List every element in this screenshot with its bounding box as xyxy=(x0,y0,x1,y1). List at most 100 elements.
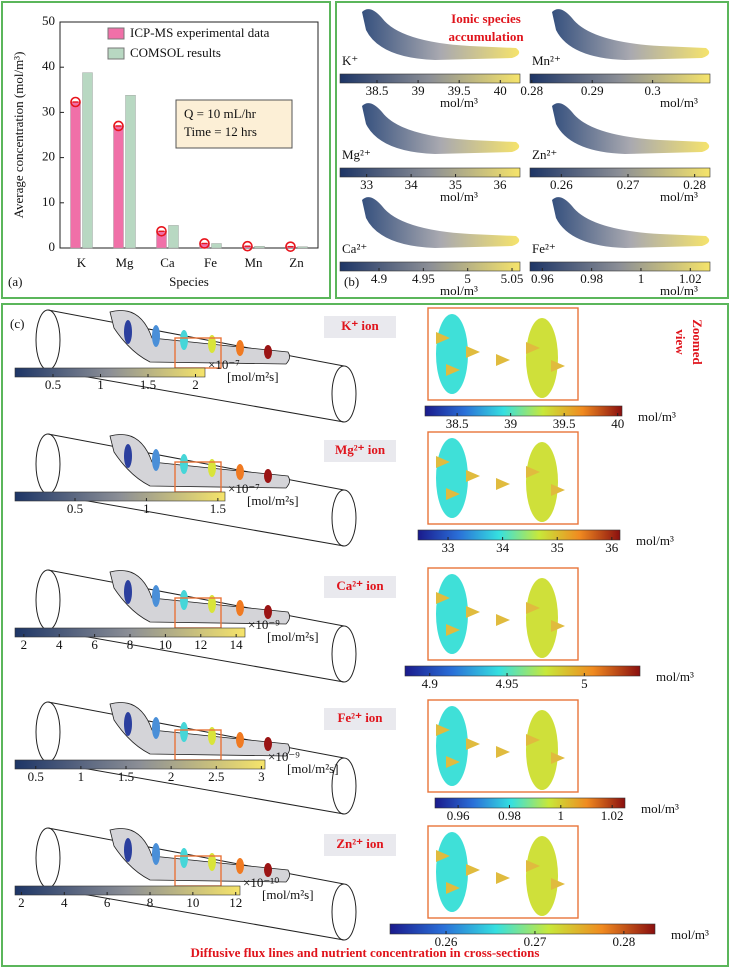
colorbar xyxy=(389,923,656,935)
zoom-section xyxy=(436,438,468,518)
colorbar-tick-label: 0.5 xyxy=(28,769,44,784)
outlet-ellipse xyxy=(331,883,357,941)
flux-arrow xyxy=(446,364,460,376)
annotation: Q = 10 mL/hr xyxy=(184,106,257,121)
colorbar-tick-label: 4.95 xyxy=(412,271,435,286)
colorbar-tick-label: 34 xyxy=(405,177,419,192)
colorbar-tick-label: 40 xyxy=(611,416,624,431)
exponent-label: ×10⁻⁹ xyxy=(248,617,280,632)
zoom-title: Zoomed xyxy=(690,319,705,365)
x-tick-label: K xyxy=(77,255,87,270)
colorbar-tick-label: 1 xyxy=(97,377,104,392)
ion-label: Mg²⁺ ion xyxy=(335,442,386,457)
organ-shape xyxy=(552,9,710,61)
bar xyxy=(125,95,136,249)
flux-arrow xyxy=(526,860,540,872)
organ-shape xyxy=(362,9,520,61)
flux-arrow xyxy=(551,752,565,764)
cross-section xyxy=(264,469,272,483)
flux-arrow xyxy=(496,746,510,758)
cross-section xyxy=(236,600,244,616)
ion-label: K⁺ ion xyxy=(341,318,379,333)
colorbar-tick-label: 1.5 xyxy=(140,377,156,392)
bar xyxy=(82,72,93,249)
cross-section xyxy=(180,590,188,610)
zoom-title: view xyxy=(673,329,688,355)
colorbar-tick-label: 39.5 xyxy=(448,83,471,98)
colorbar-tick-label: 6 xyxy=(104,895,111,910)
plot-area xyxy=(59,21,319,249)
colorbar-tick-label: 8 xyxy=(127,637,134,652)
panel-a-frame xyxy=(1,1,331,299)
domain-edge xyxy=(47,493,345,547)
colorbar-tick-label: 4 xyxy=(56,637,63,652)
inlet-ellipse xyxy=(35,827,61,889)
colorbar-tick-label: 35 xyxy=(551,540,564,555)
colorbar-tick-label: 4.95 xyxy=(496,676,519,691)
exponent-label: ×10⁻⁷ xyxy=(208,357,240,372)
colorbar xyxy=(424,405,623,417)
cross-section xyxy=(152,717,160,739)
bar xyxy=(113,125,124,249)
ion-label: K⁺ xyxy=(342,53,358,68)
ion-label-bg xyxy=(324,576,396,598)
inlet-ellipse xyxy=(35,701,61,763)
colorbar xyxy=(434,797,626,809)
ion-label: Zn²⁺ ion xyxy=(336,836,384,851)
colorbar-tick-label: 1.02 xyxy=(679,271,702,286)
panel-label: (b) xyxy=(344,274,359,289)
panel-title: accumulation xyxy=(448,29,524,44)
cross-section xyxy=(124,580,132,604)
colorbar xyxy=(14,367,206,378)
ion-label: Fe²⁺ xyxy=(532,241,556,256)
legend-swatch xyxy=(107,27,125,40)
inlet-ellipse xyxy=(35,433,61,495)
flux-arrow xyxy=(446,882,460,894)
legend-label: ICP-MS experimental data xyxy=(130,25,270,40)
colorbar xyxy=(14,491,226,502)
zoom-section xyxy=(526,578,558,658)
colorbar-tick-label: 8 xyxy=(147,895,154,910)
cross-section xyxy=(124,712,132,736)
unit-label: [mol/m²s] xyxy=(267,629,319,644)
colorbar-tick-label: 40 xyxy=(494,83,507,98)
ion-label-bg xyxy=(324,316,396,338)
panel-label: (c) xyxy=(10,316,24,331)
colorbar-tick-label: 0.28 xyxy=(683,177,706,192)
x-tick-label: Fe xyxy=(204,255,217,270)
colorbar-tick-label: 2 xyxy=(21,637,28,652)
exponent-label: ×10⁻⁹ xyxy=(268,749,300,764)
colorbar xyxy=(529,167,711,178)
flux-arrow xyxy=(466,606,480,618)
annotation-box xyxy=(175,99,293,149)
unit-label: mol/m³ xyxy=(638,409,676,424)
unit-label: mol/m³ xyxy=(656,669,694,684)
colorbar-tick-label: 33 xyxy=(360,177,373,192)
unit-label: mol/m³ xyxy=(641,801,679,816)
ion-label: Mg²⁺ xyxy=(342,147,371,162)
tube xyxy=(109,828,290,883)
unit-label: [mol/m²s] xyxy=(287,761,339,776)
unit-label: [mol/m²s] xyxy=(262,887,314,902)
y-tick-label: 30 xyxy=(42,103,55,118)
unit-label: mol/m³ xyxy=(440,189,478,204)
flux-arrow xyxy=(496,614,510,626)
colorbar-tick-label: 0.28 xyxy=(613,934,636,949)
colorbar-tick-label: 0.27 xyxy=(524,934,547,949)
flux-arrow xyxy=(466,738,480,750)
ion-label-bg xyxy=(324,834,396,856)
colorbar xyxy=(339,167,521,178)
organ-shape xyxy=(362,197,520,248)
bar xyxy=(168,225,179,249)
flux-arrow xyxy=(446,488,460,500)
cross-section xyxy=(208,595,216,613)
colorbar-tick-label: 4 xyxy=(61,895,68,910)
colorbar-tick-label: 2 xyxy=(168,769,175,784)
cross-section xyxy=(152,843,160,865)
flux-arrow xyxy=(446,756,460,768)
colorbar-tick-label: 12 xyxy=(229,895,242,910)
colorbar-tick-label: 0.5 xyxy=(45,377,61,392)
cross-section xyxy=(208,459,216,477)
x-tick-label: Mn xyxy=(244,255,263,270)
